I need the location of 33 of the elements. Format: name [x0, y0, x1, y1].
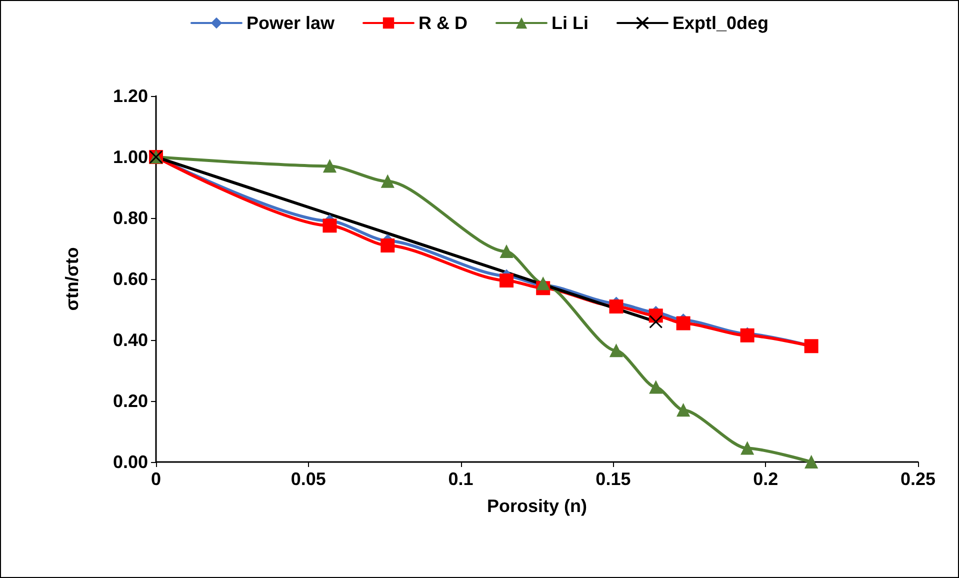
point: [322, 218, 337, 233]
x-axis-title: Porosity (n): [486, 496, 588, 516]
y-tick-label: 1.20: [112, 86, 148, 106]
x-tick-label: 0.25: [900, 469, 936, 489]
point: [740, 442, 754, 455]
x-tick-label: 0.15: [596, 469, 631, 489]
point: [649, 314, 663, 328]
point: [381, 174, 394, 188]
point: [676, 404, 690, 417]
point: [649, 380, 662, 394]
point: [323, 160, 336, 173]
y-tick-label: 0.60: [112, 269, 148, 289]
x-tick-label: 0.05: [290, 469, 326, 489]
x-tick-label: 0.2: [753, 469, 778, 489]
y-tick-label: 0.40: [112, 330, 148, 350]
point: [500, 245, 514, 258]
legend-label: Exptl_0deg: [672, 13, 769, 33]
x-tick-label: 0: [150, 469, 162, 489]
point: [380, 238, 395, 252]
legend-label: R & D: [418, 13, 468, 33]
y-axis-title: σtn/σto: [62, 247, 82, 311]
point: [804, 456, 818, 468]
point: [610, 344, 623, 358]
y-tick-label: 0.20: [112, 391, 148, 411]
y-tick-label: 0.00: [112, 452, 148, 472]
y-tick-label: 1.00: [112, 147, 148, 167]
y-tick-label: 0.80: [112, 208, 148, 228]
point: [609, 299, 624, 314]
point: [500, 274, 514, 288]
legend-label: Power law: [246, 13, 336, 33]
point: [676, 316, 690, 330]
x-tick-label: 0.1: [448, 469, 474, 489]
legend-label: Li Li: [552, 13, 589, 33]
